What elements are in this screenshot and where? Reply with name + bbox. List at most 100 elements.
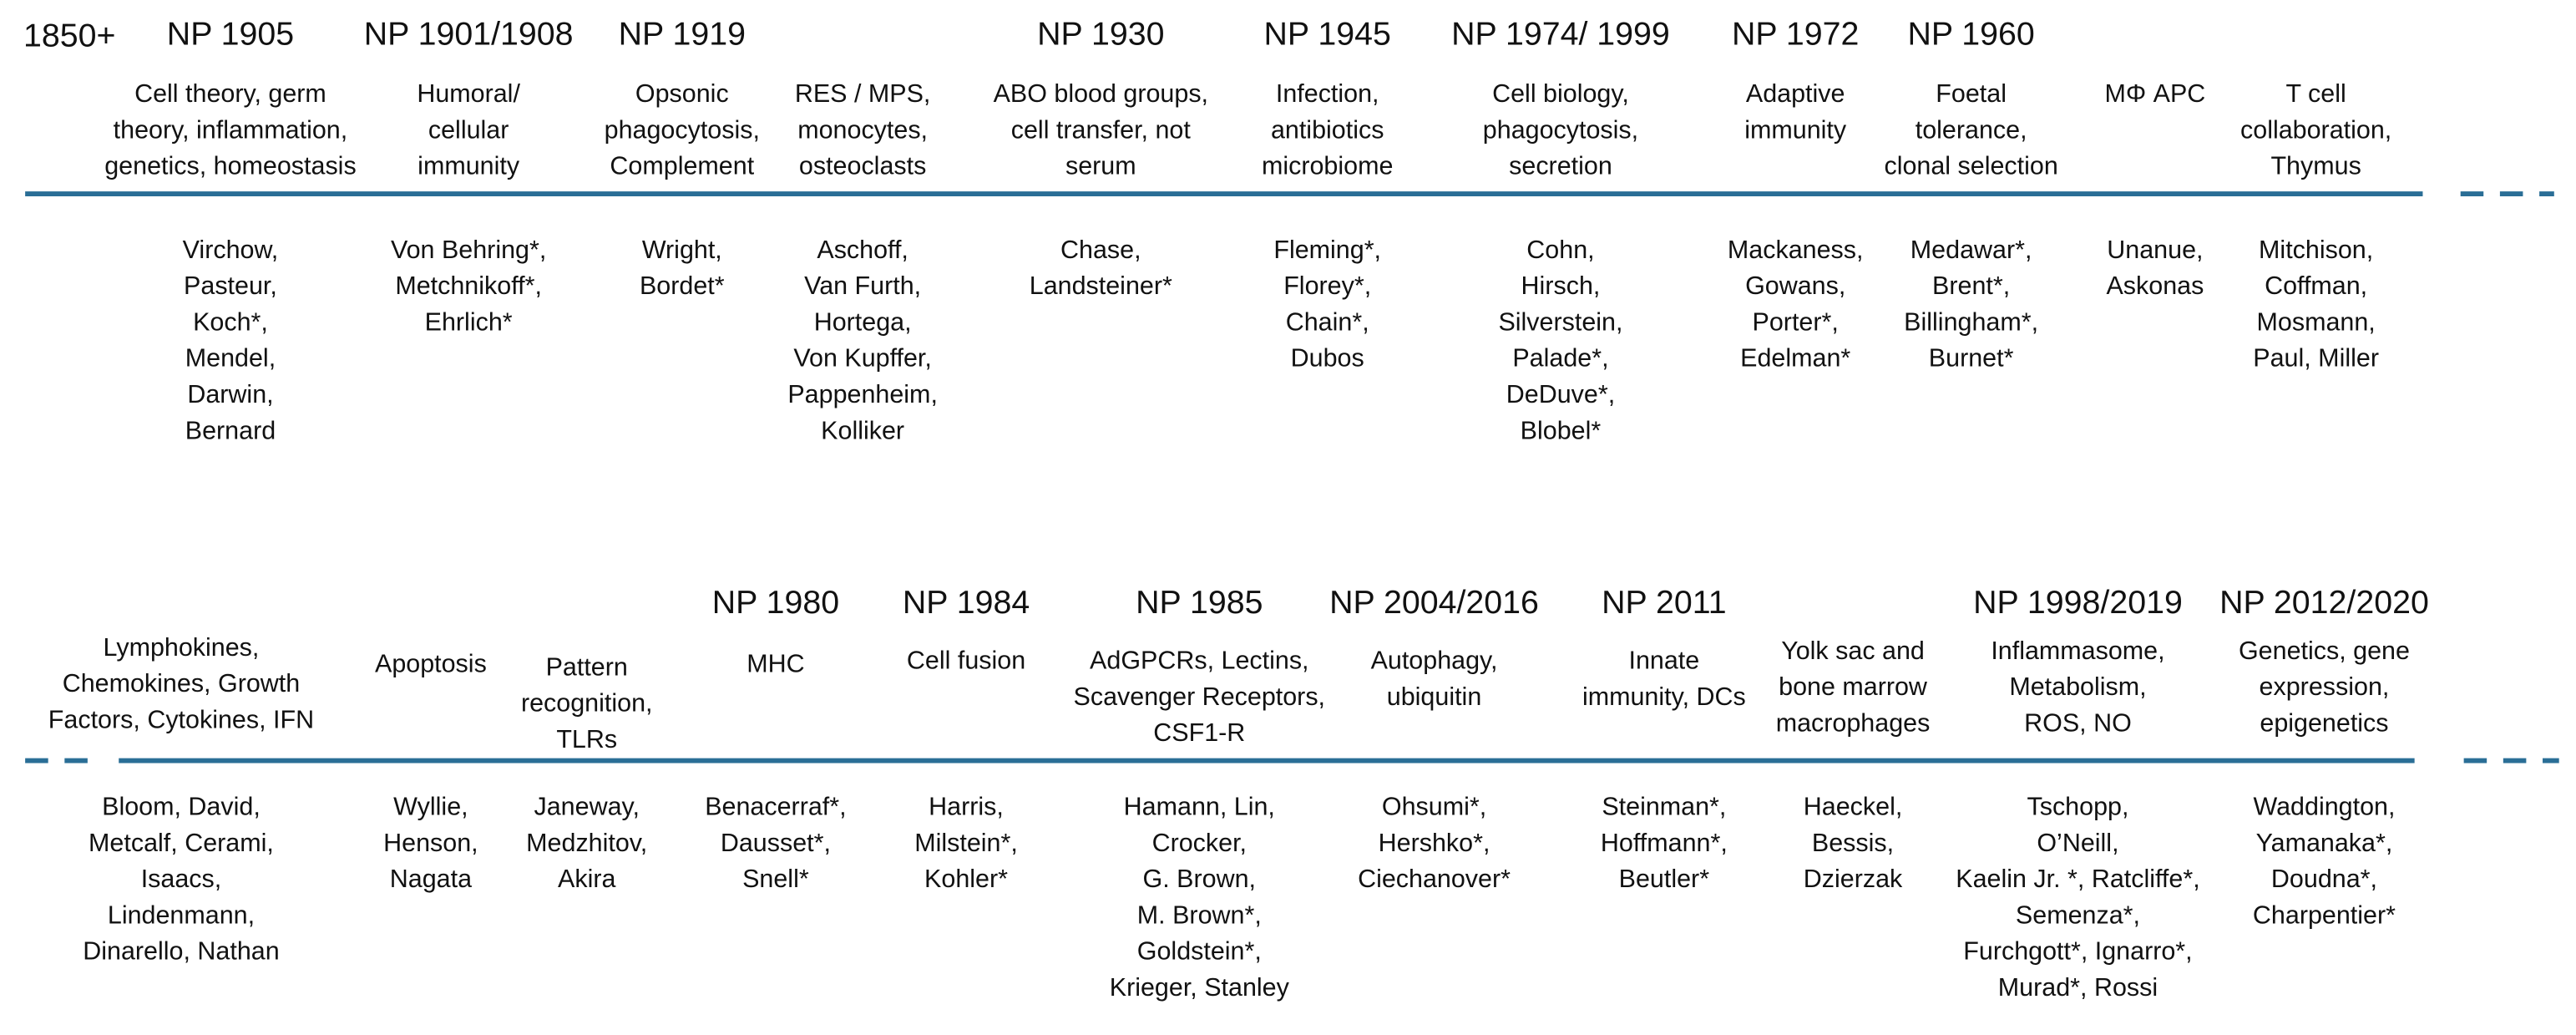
topic-line: Thymus [2270, 152, 2361, 180]
topic-line: Cell theory, germ [134, 79, 326, 108]
topic-line: Humoral/ [417, 79, 520, 108]
topic-line: MΦ APC [2104, 79, 2205, 108]
topic-line: Cell fusion [907, 647, 1025, 675]
topic-line: Genetics, gene [2239, 637, 2410, 665]
topic-line: tolerance, [1916, 115, 2027, 144]
topic-line: cellular [428, 115, 509, 144]
names-line: Dinarello, Nathan [83, 937, 279, 966]
start-label: 1850+ [23, 18, 115, 54]
topic-line: Yolk sac and [1781, 637, 1925, 665]
names-line: Virchow, [183, 236, 279, 264]
names-line: Pasteur, [184, 271, 277, 300]
names-line: Von Behring*, [391, 236, 546, 264]
topic-line: collaboration, [2240, 115, 2391, 144]
topic-line: immunity [1744, 115, 1847, 144]
names-line: Ciechanover* [1358, 865, 1511, 893]
names-line: Hoffmann*, [1601, 829, 1728, 857]
topic-line: Complement [610, 152, 754, 180]
prize-label: NP 1930 [1037, 16, 1164, 53]
topic-line: monocytes, [797, 115, 928, 144]
names-line: Porter*, [1753, 307, 1839, 336]
names-line: Crocker, [1152, 829, 1247, 857]
names-line: Von Kupffer, [793, 344, 931, 373]
topic-line: Chemokines, Growth [63, 669, 300, 698]
topic-line: Foetal [1936, 79, 2007, 108]
names-line: Silverstein, [1498, 307, 1622, 336]
prize-label: NP 1945 [1264, 16, 1391, 53]
topic-line: expression, [2260, 672, 2390, 701]
names-line: Edelman* [1740, 344, 1850, 373]
names-line: Paul, Miller [2253, 344, 2379, 373]
names-line: Lindenmann, [108, 901, 255, 929]
topic-line: T cell [2286, 79, 2346, 108]
names-line: Mosmann, [2257, 307, 2376, 336]
topic-line: Innate [1629, 647, 1700, 675]
names-line: Unanue, [2107, 236, 2203, 264]
names-line: DeDuve*, [1506, 380, 1615, 408]
names-line: Dubos [1291, 344, 1364, 373]
topic-line: Scavenger Receptors, [1074, 682, 1325, 711]
names-line: Mendel, [185, 344, 276, 373]
names-line: Cohn, [1526, 236, 1594, 264]
prize-label: NP 1960 [1907, 16, 2034, 53]
topic-line: immunity, DCs [1582, 682, 1746, 711]
topic-line: Opsonic [635, 79, 729, 108]
names-line: Mackaness, [1728, 236, 1864, 264]
names-line: Furchgott*, Ignarro*, [1963, 937, 2192, 966]
names-line: O’Neill, [2037, 829, 2118, 857]
names-line: Van Furth, [804, 271, 921, 300]
topic-line: secretion [1509, 152, 1612, 180]
names-line: Billingham*, [1904, 307, 2038, 336]
topic-line: CSF1-R [1153, 718, 1245, 747]
prize-label: NP 1972 [1732, 16, 1859, 53]
names-line: Burnet* [1929, 344, 2014, 373]
names-line: Ehrlich* [425, 307, 513, 336]
names-line: Nagata [390, 865, 472, 893]
names-line: Harris, [929, 793, 1004, 821]
names-line: Gowans, [1745, 271, 1845, 300]
names-line: Darwin, [187, 380, 273, 408]
names-line: Wyllie, [393, 793, 468, 821]
names-line: Pappenheim, [787, 380, 938, 408]
names-line: Brent*, [1932, 271, 2010, 300]
names-line: Semenza*, [2016, 901, 2140, 929]
names-line: Dausset*, [721, 829, 831, 857]
topic-line: Infection, [1276, 79, 1379, 108]
names-line: Mitchison, [2259, 236, 2373, 264]
names-line: Charpentier* [2253, 901, 2396, 929]
names-line: M. Brown*, [1137, 901, 1262, 929]
topic-line: Autophagy, [1371, 647, 1498, 675]
names-line: Doudna*, [2271, 865, 2377, 893]
names-line: Akira [558, 865, 615, 893]
topic-line: osteoclasts [799, 152, 926, 180]
prize-label: NP 1998/2019 [1973, 584, 2183, 621]
names-line: Milstein*, [914, 829, 1018, 857]
topic-line: recognition, [521, 689, 653, 718]
names-line: Haeckel, [1804, 793, 1903, 821]
names-line: Wright, [642, 236, 722, 264]
names-line: Waddington, [2253, 793, 2395, 821]
prize-label: NP 2012/2020 [2219, 584, 2429, 621]
prize-label: NP 1905 [167, 16, 294, 53]
topic-line: antibiotics [1271, 115, 1384, 144]
names-line: Hirsch, [1521, 271, 1601, 300]
prize-label: NP 1980 [712, 584, 839, 621]
topic-line: theory, inflammation, [114, 115, 348, 144]
names-line: Hershko*, [1379, 829, 1490, 857]
names-line: Ohsumi*, [1382, 793, 1486, 821]
topic-line: Metabolism, [2009, 672, 2146, 701]
topic-line: phagocytosis, [605, 115, 760, 144]
names-line: Bloom, David, [102, 793, 261, 821]
names-line: Yamanaka*, [2256, 829, 2393, 857]
names-line: Medzhitov, [526, 829, 647, 857]
topic-line: serum [1065, 152, 1136, 180]
names-line: Medawar*, [1910, 236, 2032, 264]
names-line: Goldstein*, [1137, 937, 1262, 966]
topic-line: ROS, NO [2024, 708, 2132, 737]
topic-line: ubiquitin [1387, 682, 1481, 711]
names-line: Bordet* [640, 271, 725, 300]
names-line: Isaacs, [141, 865, 222, 893]
names-line: Metcalf, Cerami, [89, 829, 274, 857]
prize-label: NP 2004/2016 [1329, 584, 1539, 621]
